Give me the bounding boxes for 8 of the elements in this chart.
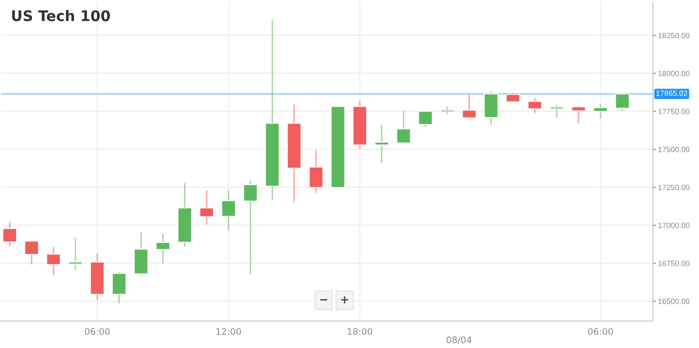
x-tick-label: 12:00 — [216, 328, 241, 335]
x-tick-label: 06:00 — [84, 328, 110, 335]
chart-title: US Tech 100 — [12, 10, 110, 22]
annotation: + — [341, 296, 348, 304]
x-tick-label: 06:00 — [588, 328, 613, 335]
text: 08/04 — [446, 336, 472, 344]
annotation: − — [320, 299, 328, 300]
x-tick-label: 18:00 — [348, 328, 372, 335]
